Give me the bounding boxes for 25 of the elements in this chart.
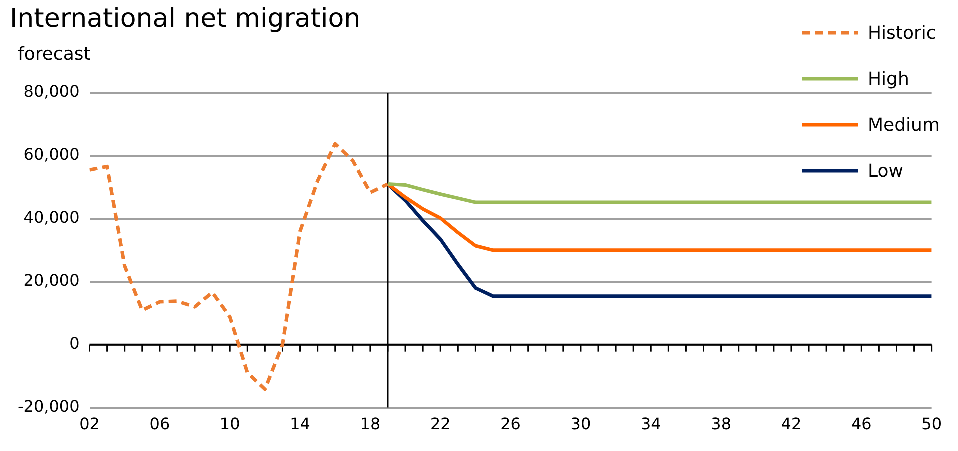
x-tick-label: 18 bbox=[360, 414, 381, 434]
legend-label: Historic bbox=[868, 22, 936, 44]
legend-label: High bbox=[868, 68, 910, 90]
x-tick-label: 10 bbox=[220, 414, 240, 434]
x-tick-label: 02 bbox=[80, 414, 100, 434]
x-tick-label: 34 bbox=[640, 414, 662, 434]
x-tick-label: 14 bbox=[290, 414, 310, 434]
x-tick-label: 38 bbox=[711, 414, 732, 434]
x-tick-label: 42 bbox=[781, 414, 802, 434]
x-tick-label: 26 bbox=[500, 414, 521, 434]
y-tick-label: 80,000 bbox=[24, 82, 80, 102]
legend-label: Medium bbox=[868, 114, 940, 136]
chart-title: International net migration bbox=[10, 4, 361, 34]
x-tick-label: 06 bbox=[150, 414, 170, 434]
y-tick-label: 40,000 bbox=[24, 208, 80, 228]
x-tick-label: 46 bbox=[851, 414, 872, 434]
y-tick-label: 0 bbox=[70, 334, 80, 353]
chart-subtitle: forecast bbox=[18, 44, 91, 65]
x-tick-label: 22 bbox=[430, 414, 451, 434]
y-tick-label: 60,000 bbox=[24, 145, 80, 164]
legend-label: Low bbox=[868, 160, 904, 182]
x-tick-label: 50 bbox=[922, 414, 942, 434]
y-tick-label: 20,000 bbox=[24, 271, 80, 290]
x-tick-label: 30 bbox=[570, 414, 592, 434]
y-tick-label: -20,000 bbox=[18, 396, 80, 416]
